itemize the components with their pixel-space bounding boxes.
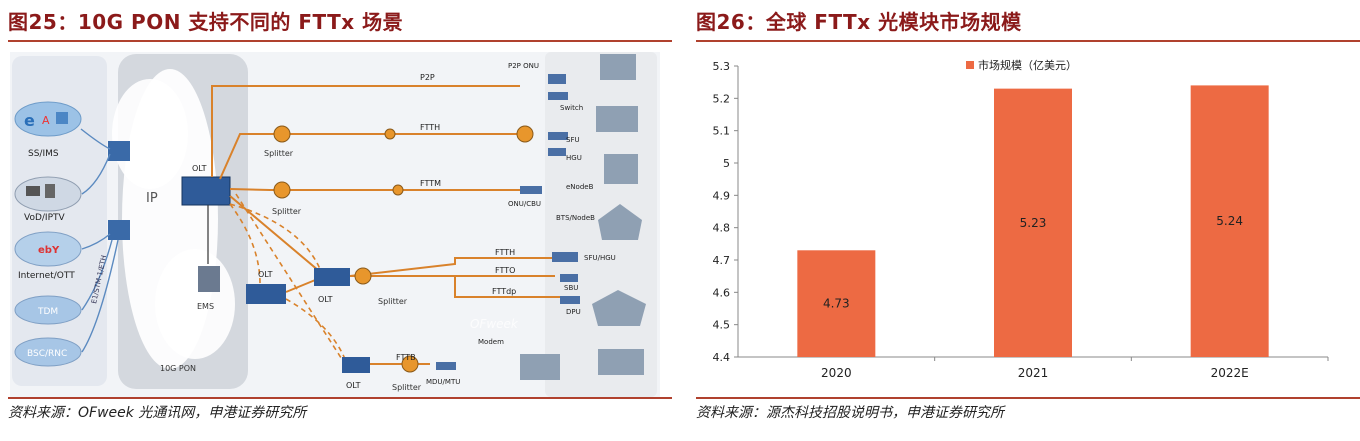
svg-text:A: A (42, 114, 50, 127)
bar-chart: 5.3 5.2 5.1 5 4.9 4.8 4.7 4.6 4.5 4.4 2020 4.73 202… (713, 58, 1329, 380)
service-label-2: VoD/IPTV (24, 213, 66, 223)
tdm-oval (14, 295, 82, 325)
y-tick-label: 4.9 (713, 189, 731, 202)
service-label-4: TDM (37, 307, 58, 317)
device-label-sfu-hgu: SFU/HGU (584, 254, 616, 262)
splitter-label-3: Splitter (378, 297, 408, 306)
left-panel: 图25：10G PON 支持不同的 FTTx 场景 e A SS/IMS VoD… (0, 0, 672, 441)
bar (797, 250, 876, 357)
link-label-ftto: FTTO (495, 266, 515, 275)
device-label-switch: Switch (560, 104, 583, 112)
device-label-mdu: MDU/MTU (426, 378, 460, 386)
service-label-1: SS/IMS (28, 149, 59, 159)
device-label-sbu: SBU (564, 284, 578, 292)
device-label-hgu: HGU (566, 154, 582, 162)
figure-25-source: 资料来源：OFweek 光通讯网，申港证券研究所 (8, 405, 307, 421)
legend-label: 市场规模（亿美元） (978, 58, 1077, 72)
main-olt (181, 176, 231, 206)
device-label-enodeb: eNodeB (566, 183, 594, 191)
link-label-fttdp: FTTdp (492, 287, 516, 296)
olt-4 (342, 357, 370, 373)
figure-26-title: 图26：全球 FTTx 光模块市场规模 (696, 10, 1022, 34)
svg-text:e: e (24, 111, 35, 130)
olt-2-label: OLT (258, 270, 273, 279)
y-tick-label: 4.4 (713, 351, 731, 364)
y-tick-label: 5 (723, 157, 730, 170)
watermark: OFweek (470, 317, 519, 331)
bar (1190, 85, 1269, 358)
link-label-ftth: FTTH (420, 123, 440, 132)
service-label-3: Internet/OTT (18, 271, 75, 281)
legend-swatch (966, 61, 974, 69)
splitter-label-1: Splitter (264, 149, 294, 158)
splitter-label-4: Splitter (392, 383, 422, 392)
device-label-onu-cbu: ONU/CBU (508, 200, 541, 208)
device-label-dpu: DPU (566, 308, 581, 316)
service-label-5: BSC/RNC (27, 349, 67, 359)
title-rule-right (696, 40, 1360, 42)
device-label-sfu: SFU (566, 136, 580, 144)
data-label: 5.23 (1020, 216, 1047, 230)
olt-3 (314, 268, 350, 286)
splitter-label-2: Splitter (272, 207, 302, 216)
y-tick-label: 5.2 (713, 92, 731, 105)
figure-26-source: 资料来源：源杰科技招股说明书，申港证券研究所 (696, 405, 1004, 421)
title-rule (8, 40, 672, 42)
y-tick-label: 4.5 (713, 319, 731, 332)
x-tick-label: 2022E (1211, 366, 1249, 380)
source-rule-right (696, 397, 1360, 399)
y-tick-label: 5.3 (713, 60, 731, 73)
x-tick-label: 2021 (1018, 366, 1049, 380)
olt-2 (246, 284, 286, 304)
device-label-p2p-onu: P2P ONU (508, 62, 539, 70)
olt-4-label: OLT (346, 381, 361, 390)
right-panel: 图26：全球 FTTx 光模块市场规模 5.3 5.2 5.1 5 4.9 4.8 4.7 4… (688, 0, 1360, 441)
pon-label: 10G PON (160, 364, 196, 373)
device-label-modem: Modem (478, 338, 504, 346)
x-tick-label: 2020 (821, 366, 852, 380)
fttx-diagram: e A SS/IMS VoD/IPTV ebY Internet/OTT TDM… (10, 52, 660, 397)
figure-25-title: 图25：10G PON 支持不同的 FTTx 场景 (8, 10, 404, 34)
device-label-bts: BTS/NodeB (556, 214, 595, 222)
y-tick-label: 5.1 (713, 125, 731, 138)
data-label: 4.73 (823, 297, 850, 311)
ems-label: EMS (197, 302, 214, 311)
link-label-p2p: P2P (420, 73, 435, 82)
ip-label: IP (146, 191, 158, 206)
svg-text:ebY: ebY (38, 245, 60, 256)
source-rule (8, 397, 672, 399)
link-label-fttm: FTTM (420, 179, 441, 188)
link-label-ftth-2: FTTH (495, 248, 515, 257)
y-tick-label: 4.6 (713, 286, 731, 299)
data-label: 5.24 (1216, 214, 1243, 228)
main-olt-label: OLT (192, 164, 207, 173)
y-tick-label: 4.7 (713, 254, 731, 267)
bar (994, 88, 1072, 357)
olt-3-label: OLT (318, 295, 333, 304)
link-label-fttb: FTTB (396, 353, 416, 362)
bsc-oval (14, 337, 82, 367)
y-tick-label: 4.8 (713, 222, 731, 235)
